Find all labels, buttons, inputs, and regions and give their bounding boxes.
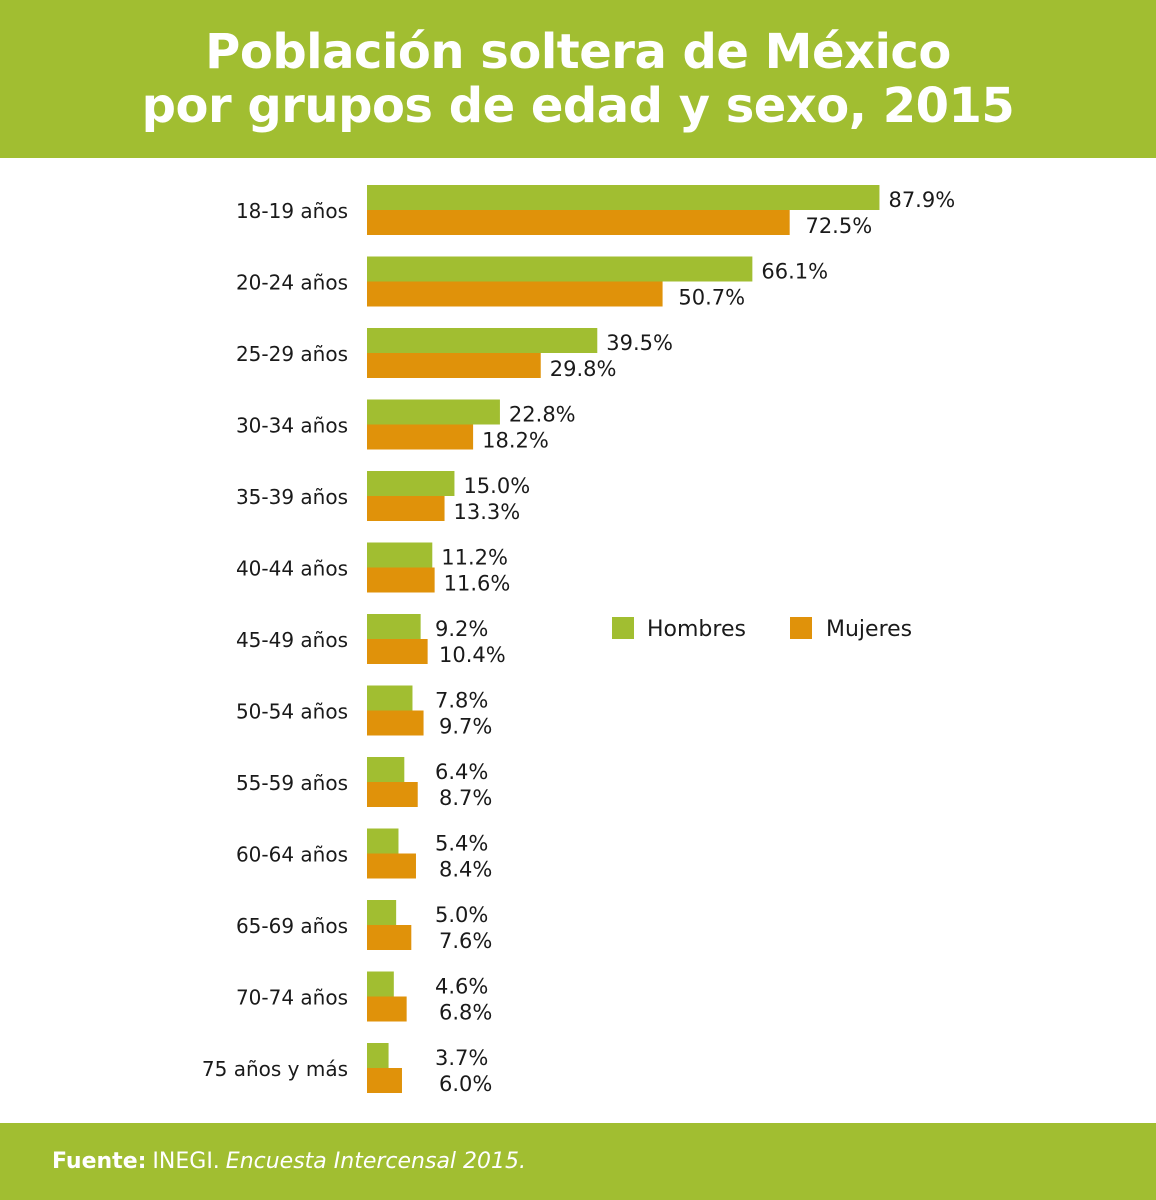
bar-hombres [367, 757, 405, 782]
bar-hombres [367, 471, 455, 496]
bar-hombres [367, 399, 500, 425]
bar-mujeres [367, 424, 474, 450]
category-label: 18-19 años [236, 199, 348, 223]
bar-hombres [367, 614, 421, 639]
title-banner: Población soltera de México por grupos d… [0, 0, 1156, 158]
data-label-hombres: 39.5% [606, 331, 673, 355]
category-label: 60-64 años [236, 843, 348, 867]
bar-mujeres [367, 996, 407, 1022]
source-publication: Encuesta Intercensal 2015. [225, 1149, 527, 1174]
data-label-mujeres: 6.8% [439, 1001, 492, 1025]
bar-mujeres [367, 782, 418, 807]
category-label: 35-39 años [236, 485, 348, 509]
bar-hombres [367, 685, 413, 711]
bar-mujeres [367, 353, 541, 378]
bar-mujeres [367, 925, 412, 950]
data-label-hombres: 22.8% [509, 403, 576, 427]
data-label-mujeres: 10.4% [439, 643, 506, 667]
bar-hombres [367, 256, 753, 282]
data-label-hombres: 9.2% [435, 617, 488, 641]
data-label-hombres: 66.1% [761, 260, 828, 284]
chart-title-line-2: por grupos de edad y sexo, 2015 [141, 78, 1015, 134]
data-label-mujeres: 8.4% [439, 858, 492, 882]
bar-mujeres [367, 210, 790, 235]
data-label-mujeres: 8.7% [439, 786, 492, 810]
source-label: Fuente: [52, 1149, 147, 1174]
bar-hombres [367, 1043, 389, 1068]
data-label-hombres: 87.9% [888, 188, 955, 212]
bar-mujeres [367, 1068, 402, 1093]
bar-hombres [367, 185, 880, 210]
category-label: 50-54 años [236, 700, 348, 724]
category-label: 20-24 años [236, 271, 348, 295]
category-label: 30-34 años [236, 414, 348, 438]
bar-mujeres [367, 281, 663, 307]
data-label-mujeres: 13.3% [454, 500, 521, 524]
data-label-mujeres: 6.0% [439, 1072, 492, 1096]
data-label-hombres: 15.0% [463, 474, 530, 498]
data-label-mujeres: 72.5% [805, 214, 872, 238]
data-label-hombres: 6.4% [435, 760, 488, 784]
category-label: 25-29 años [236, 342, 348, 366]
data-label-hombres: 5.0% [435, 903, 488, 927]
data-label-mujeres: 9.7% [439, 715, 492, 739]
bar-mujeres [367, 853, 416, 879]
category-label: 75 años y más [202, 1057, 348, 1081]
source-footer: Fuente: INEGI. Encuesta Intercensal 2015… [0, 1123, 1156, 1200]
data-label-hombres: 3.7% [435, 1046, 488, 1070]
chart-title-line-1: Población soltera de México [205, 24, 951, 80]
data-label-mujeres: 18.2% [482, 429, 549, 453]
data-label-mujeres: 7.6% [439, 929, 492, 953]
bar-hombres [367, 828, 399, 854]
category-label: 70-74 años [236, 986, 348, 1010]
category-label: 45-49 años [236, 628, 348, 652]
data-label-mujeres: 11.6% [444, 572, 511, 596]
bar-mujeres [367, 639, 428, 664]
source-name: INEGI. [152, 1149, 220, 1174]
legend-swatch-hombres [612, 617, 634, 639]
data-label-mujeres: 29.8% [550, 357, 617, 381]
legend-label-hombres: Hombres [647, 617, 746, 642]
data-label-hombres: 4.6% [435, 975, 488, 999]
bar-hombres [367, 971, 394, 997]
data-label-hombres: 11.2% [441, 546, 508, 570]
bar-hombres [367, 328, 598, 353]
data-label-hombres: 7.8% [435, 689, 488, 713]
bar-chart: 18-19 años 87.9% 72.5% 20-24 años 66.1% 50.7%… [202, 185, 955, 1096]
data-label-hombres: 5.4% [435, 832, 488, 856]
chart-area: 18-19 años 87.9% 72.5% 20-24 años 66.1% 50.7%… [0, 158, 1156, 1123]
data-label-mujeres: 50.7% [678, 286, 745, 310]
category-label: 55-59 años [236, 771, 348, 795]
legend-swatch-mujeres [790, 617, 812, 639]
bar-hombres [367, 542, 433, 568]
bar-mujeres [367, 710, 424, 736]
bar-mujeres [367, 496, 445, 521]
bar-mujeres [367, 567, 435, 593]
legend-label-mujeres: Mujeres [826, 617, 912, 642]
bar-hombres [367, 900, 397, 925]
category-label: 65-69 años [236, 914, 348, 938]
category-label: 40-44 años [236, 557, 348, 581]
